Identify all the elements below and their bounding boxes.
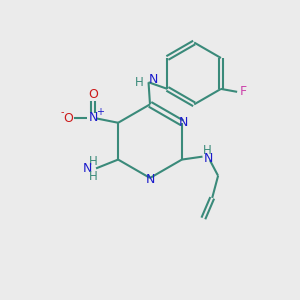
Text: O: O [63, 112, 73, 125]
Text: N: N [83, 162, 92, 175]
Text: N: N [204, 152, 213, 166]
Text: H: H [135, 76, 144, 89]
Text: N: N [145, 173, 155, 186]
Text: -: - [60, 107, 64, 117]
Text: O: O [88, 88, 98, 101]
Text: H: H [89, 170, 98, 183]
Text: H: H [202, 144, 211, 157]
Text: N: N [179, 116, 189, 129]
Text: F: F [240, 85, 247, 98]
Text: N: N [148, 74, 158, 86]
Text: +: + [97, 107, 104, 117]
Text: H: H [89, 155, 98, 168]
Text: N: N [88, 111, 98, 124]
